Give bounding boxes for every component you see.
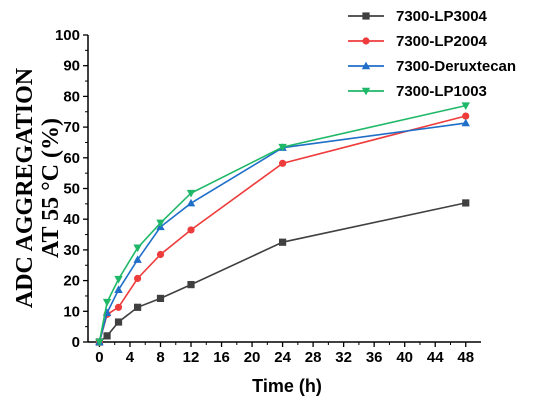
- x-tick-label-0: 0: [95, 349, 103, 366]
- x-tick-label-28: 28: [305, 349, 322, 366]
- x-tick-label-20: 20: [244, 349, 261, 366]
- x-tick-label-24: 24: [274, 349, 291, 366]
- y-tick-label-0: 0: [72, 334, 80, 351]
- y-tick-label-40: 40: [63, 211, 80, 228]
- data-point-s0-1: [103, 332, 111, 340]
- y-tick-label-90: 90: [63, 58, 80, 75]
- x-tick-label-4: 4: [126, 349, 135, 366]
- y-axis-title: ADC AGGREGATION AT 55 °C (%): [12, 67, 64, 308]
- data-point-s1-4: [156, 250, 165, 259]
- y-tick-label-10: 10: [63, 303, 80, 320]
- data-point-s3-5: [186, 189, 196, 198]
- data-point-s0-2: [114, 318, 123, 326]
- y-tick-label-50: 50: [63, 181, 80, 198]
- data-point-s0-6: [278, 238, 287, 246]
- x-axis-title: Time (h): [252, 376, 322, 396]
- data-point-s3-4: [156, 219, 165, 228]
- y-tick-label-30: 30: [63, 242, 80, 259]
- y-tick-label-100: 100: [55, 27, 80, 44]
- x-tick-label-40: 40: [396, 349, 413, 366]
- x-tick-label-12: 12: [183, 349, 200, 366]
- legend-marker-2: [361, 61, 371, 70]
- legend: 7300-LP3004 7300-LP2004 7300-Deruxtecan 730…: [348, 8, 516, 100]
- data-point-s3-2: [114, 275, 123, 284]
- legend-marker-3: [361, 87, 371, 96]
- series-line-2: [98, 122, 466, 343]
- data-point-s2-3: [133, 255, 142, 263]
- x-tick-label-8: 8: [156, 349, 164, 366]
- y-tick-label-70: 70: [63, 119, 80, 136]
- x-tick-label-36: 36: [366, 349, 383, 366]
- data-point-s2-5: [186, 198, 196, 207]
- data-point-s0-7: [462, 199, 470, 207]
- data-point-s0-4: [156, 294, 165, 303]
- legend-marker-0: [362, 12, 370, 20]
- x-tick-label-48: 48: [457, 349, 474, 366]
- data-point-s3-1: [102, 298, 112, 307]
- data-point-s1-3: [134, 274, 142, 283]
- data-point-s0-3: [134, 303, 142, 311]
- data-point-s2-2: [114, 285, 123, 294]
- x-tick-label-44: 44: [427, 349, 444, 366]
- legend-label-2: 7300-Deruxtecan: [396, 58, 516, 75]
- legend-label-1: 7300-LP2004: [396, 33, 488, 50]
- y-axis-title-line-1: ADC AGGREGATION: [12, 67, 38, 308]
- y-tick-label-60: 60: [63, 150, 80, 167]
- data-point-s1-6: [278, 159, 287, 167]
- y-tick-label-20: 20: [63, 273, 80, 290]
- y-axis-title-line-2: AT 55 °C (%): [38, 118, 64, 258]
- data-point-s3-7: [461, 102, 470, 111]
- legend-marker-1: [362, 37, 370, 45]
- data-point-s1-5: [187, 226, 195, 234]
- legend-label-0: 7300-LP3004: [396, 8, 488, 25]
- series-line-0: [98, 202, 466, 343]
- data-point-s2-7: [461, 118, 470, 127]
- x-tick-label-32: 32: [335, 349, 352, 366]
- data-point-s3-0: [95, 338, 104, 347]
- series-line-3: [98, 104, 466, 343]
- data-point-s1-7: [462, 112, 470, 120]
- data-point-s1-2: [114, 303, 123, 311]
- data-point-s0-5: [187, 280, 195, 289]
- y-tick-label-80: 80: [63, 88, 80, 105]
- data-point-s3-6: [278, 143, 287, 152]
- data-point-s3-3: [133, 244, 142, 253]
- legend-label-3: 7300-LP1003: [396, 83, 487, 100]
- x-tick-label-16: 16: [213, 349, 230, 366]
